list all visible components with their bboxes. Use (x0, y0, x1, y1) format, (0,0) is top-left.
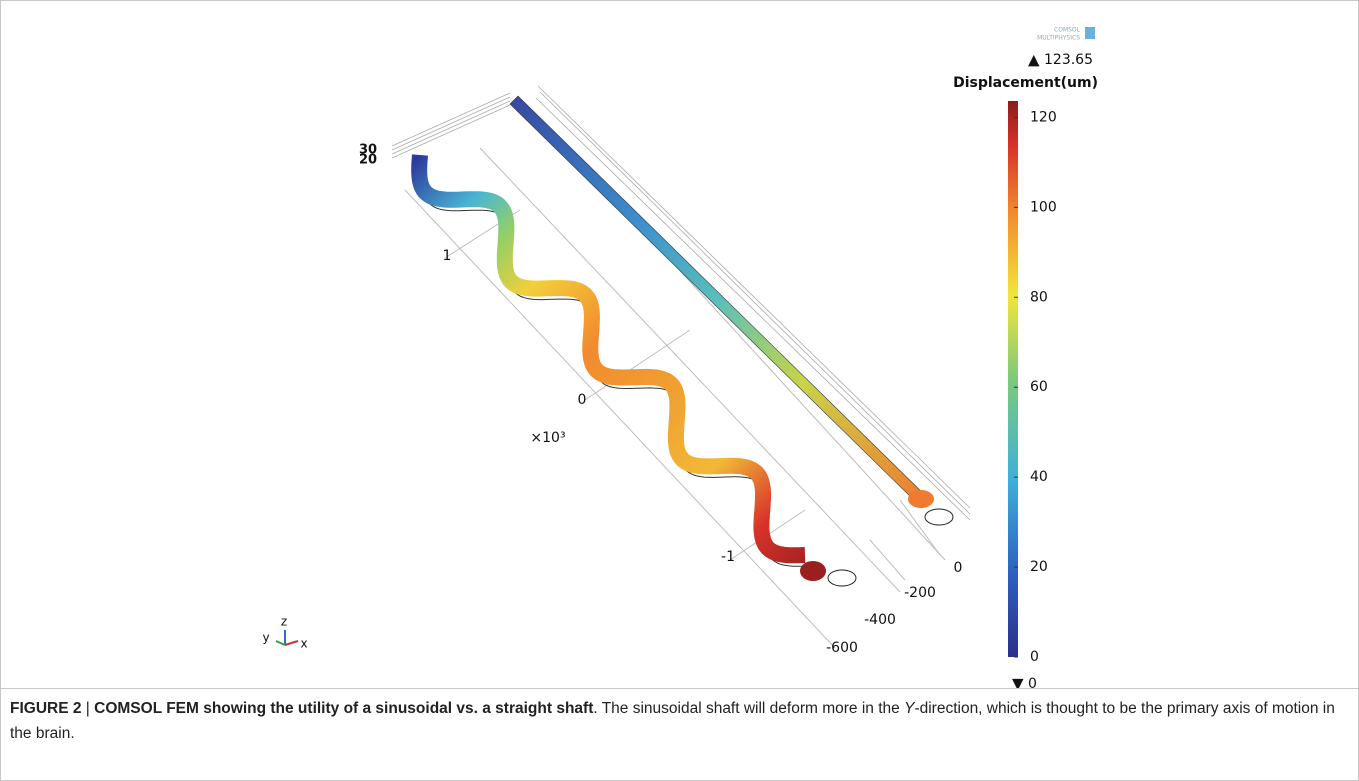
caption: FIGURE 2 | COMSOL FEM showing the utilit… (10, 696, 1340, 746)
caption-separator: | (86, 700, 90, 717)
caption-rule (0, 688, 1359, 689)
colorbar-tick-label: 80 (1030, 289, 1048, 305)
axis-triad (276, 630, 298, 645)
colorbar-max-marker: ▲ (1028, 51, 1040, 69)
colorbar-tick-label: 120 (1030, 109, 1057, 125)
logo-icon (1085, 27, 1095, 39)
triad-label: x (300, 637, 307, 651)
triad-label: y (262, 631, 269, 645)
caption-text: . The sinusoidal shaft will deform more … (593, 700, 904, 717)
axis-label: ×10³ (530, 430, 565, 446)
colorbar-tick-label: 0 (1030, 649, 1039, 665)
axis-label: -1 (721, 549, 735, 565)
axis-label: 20 (359, 153, 377, 168)
colorbar-min: 0 (1028, 676, 1037, 688)
shaft-outline-tip (925, 509, 953, 525)
logo: COMSOL (1054, 27, 1081, 34)
colorbar (1008, 101, 1018, 657)
axis-label: -600 (826, 640, 858, 656)
colorbar-tick-label: 20 (1030, 559, 1048, 575)
shaft-outline-tip (828, 570, 856, 586)
axis-label: 1 (443, 248, 452, 264)
logo: MULTIPHYSICS (1037, 35, 1080, 42)
shaft-tip (800, 561, 826, 581)
straight-shaft (510, 96, 930, 508)
shaft-tip (908, 490, 934, 508)
caption-title: COMSOL FEM showing the utility of a sinu… (94, 700, 593, 717)
axis-label: 0 (954, 560, 963, 576)
sinusoidal-outline (423, 166, 809, 566)
colorbar-tick-label: 60 (1030, 379, 1048, 395)
axis-label: -400 (864, 612, 896, 628)
axis-label: 0 (578, 392, 587, 408)
caption-label: FIGURE 2 (10, 700, 81, 717)
axis-label: -200 (904, 585, 936, 601)
colorbar-title: Displacement(um) (953, 75, 1098, 91)
colorbar-max: 123.65 (1044, 52, 1093, 68)
colorbar-min-marker: ▼ (1012, 675, 1024, 689)
colorbar-tick-label: 40 (1030, 469, 1048, 485)
colorbar-tick-label: 100 (1030, 199, 1057, 215)
sinusoidal-shaft (419, 155, 805, 555)
triad-label: z (281, 615, 287, 629)
caption-emphasis: Y (904, 700, 914, 717)
